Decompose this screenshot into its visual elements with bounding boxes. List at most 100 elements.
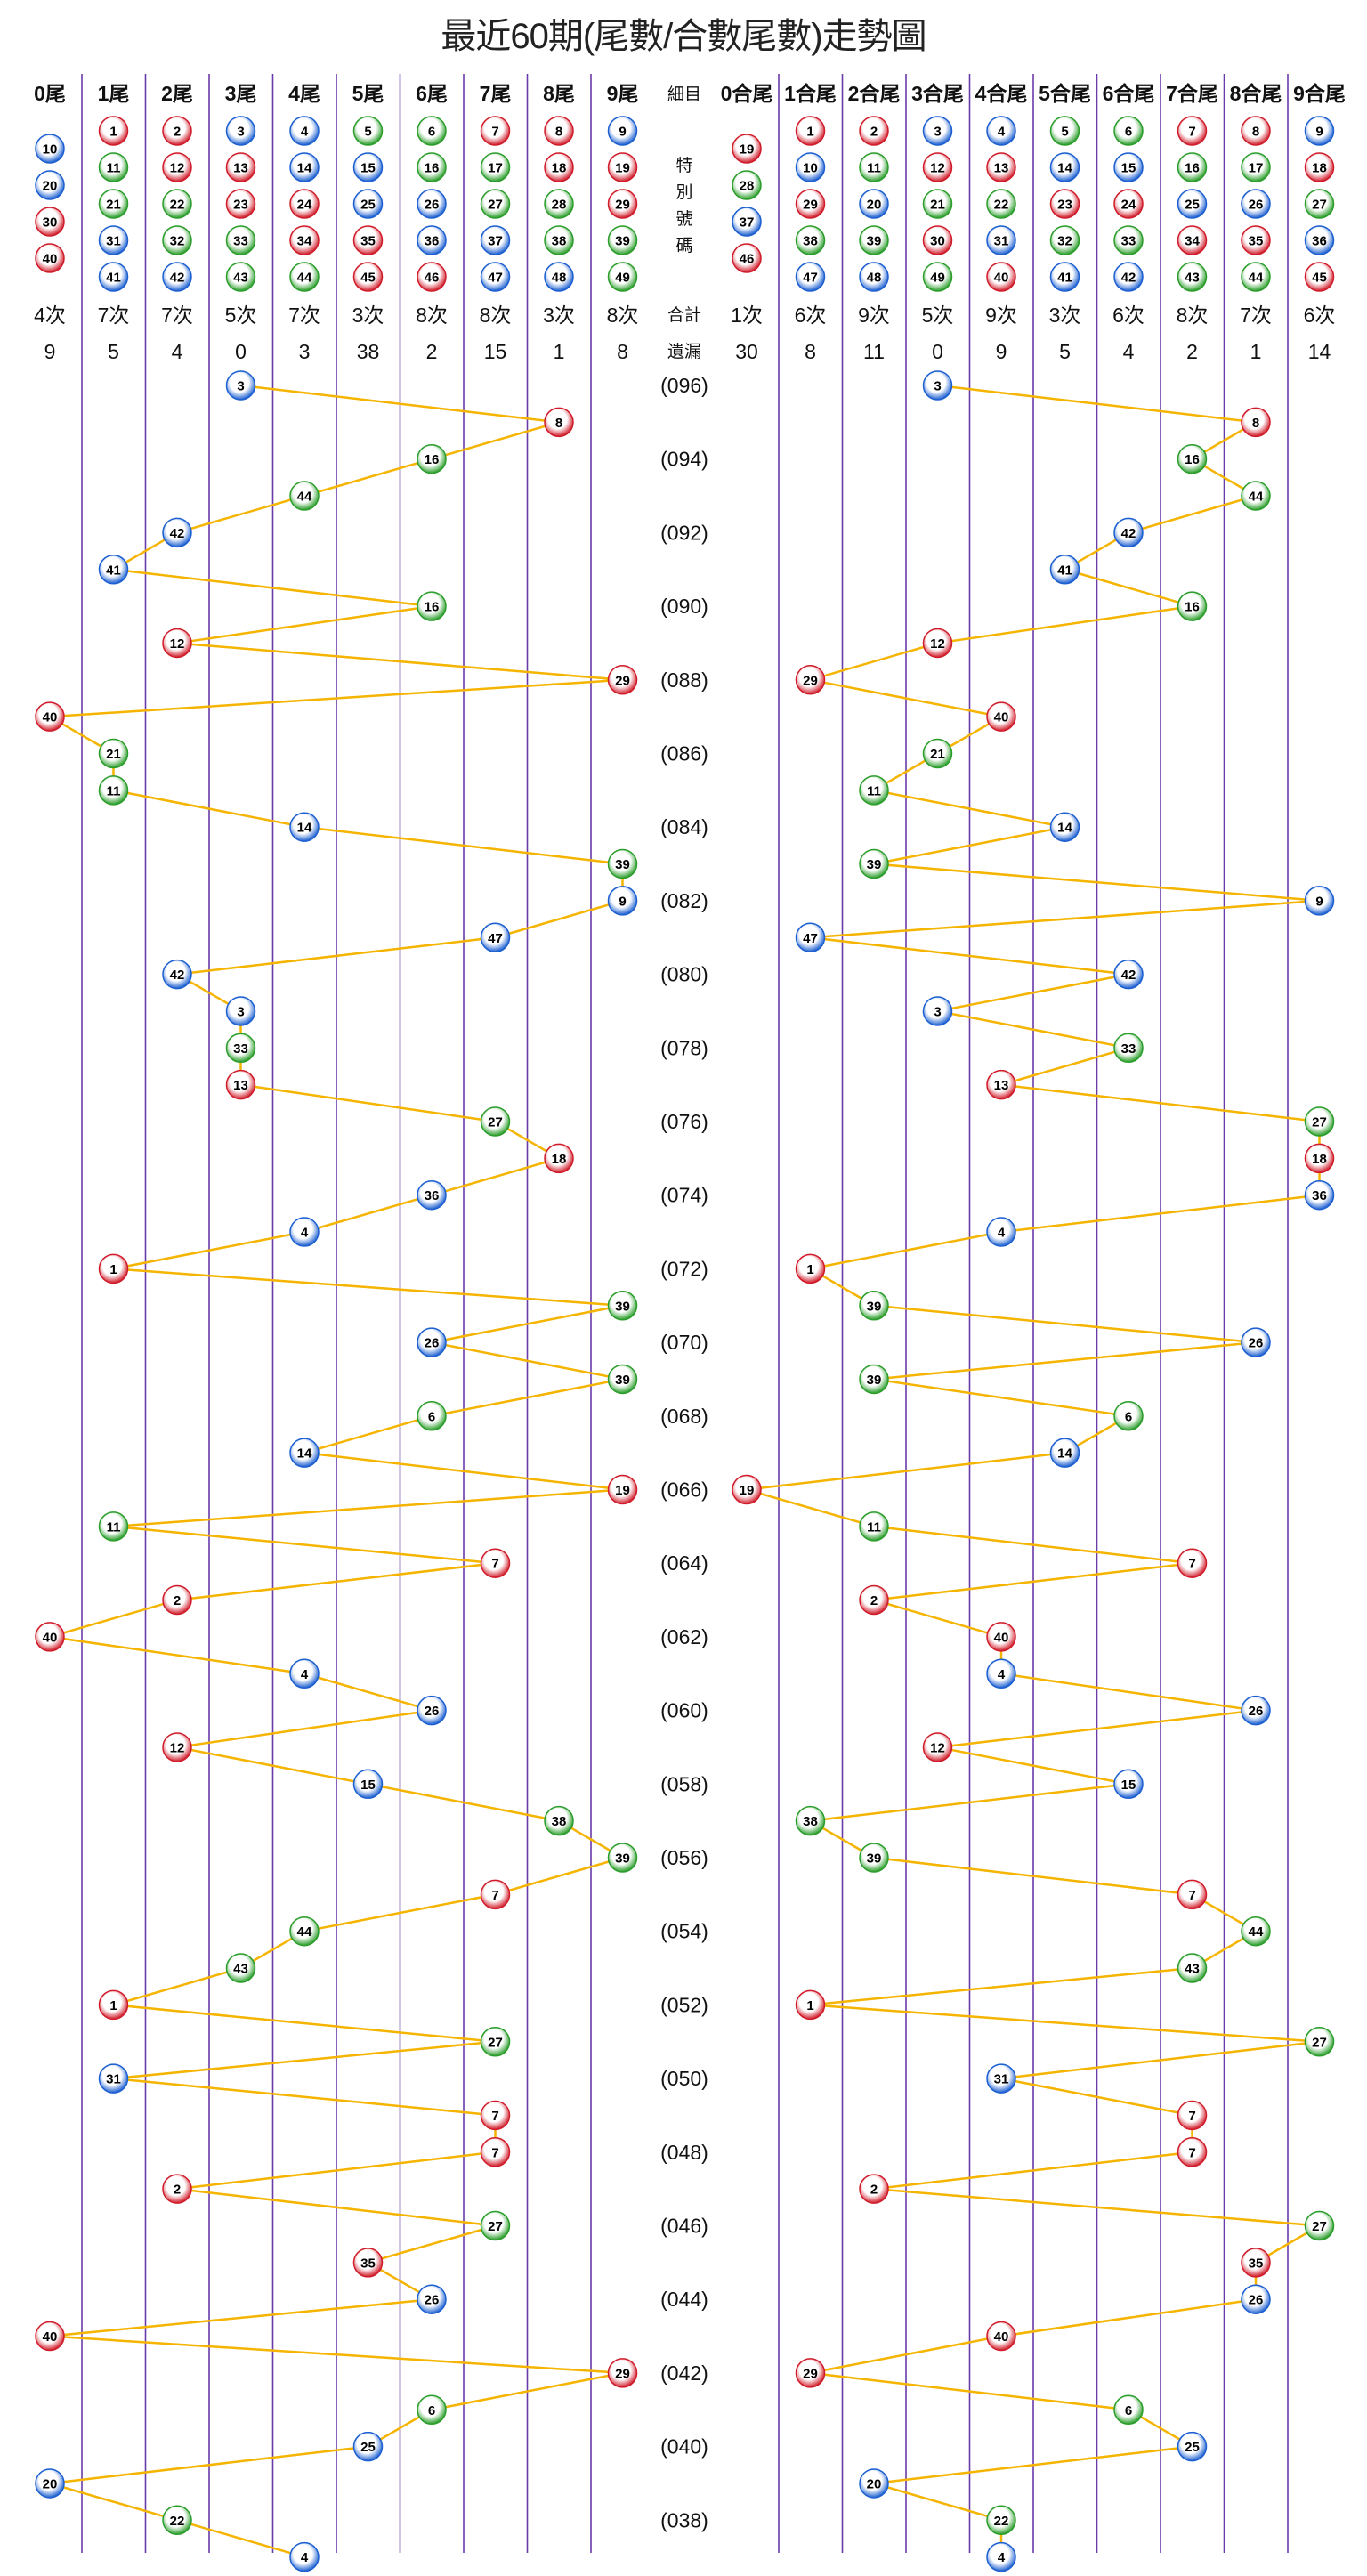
sum-tail-point: 3 (922, 370, 953, 401)
header-ball: 7 (1177, 116, 1208, 146)
tail-point: 14 (289, 812, 320, 842)
period-label: (076) (660, 1110, 708, 1133)
sum-tail-trend-segment (810, 642, 938, 682)
ball-number: 8 (1252, 125, 1259, 140)
ball-number: 42 (170, 271, 185, 286)
ball-number: 4 (301, 125, 309, 140)
ball-red-icon (225, 152, 256, 182)
ball-green-icon (1241, 481, 1271, 511)
ball-number: 6 (1125, 125, 1132, 140)
tail-trend-segment (495, 899, 623, 939)
count-cell: 9次 (858, 304, 890, 327)
period-label: (080) (660, 963, 708, 986)
ball-number: 28 (740, 179, 755, 194)
tail-point: 4 (289, 2541, 320, 2572)
ball-green-icon (162, 225, 192, 255)
ball-number: 21 (106, 198, 121, 213)
ball-number: 47 (803, 271, 818, 286)
tail-trend-segment (113, 2040, 496, 2080)
ball-red-icon (1177, 225, 1208, 255)
period-label: (070) (660, 1331, 708, 1354)
column-header: 7尾 (480, 82, 512, 105)
ball-blue-icon (289, 812, 320, 842)
sum-tail-point: 26 (1241, 2284, 1271, 2314)
ball-green-icon (98, 775, 129, 806)
ball-blue-icon (922, 996, 953, 1026)
header-ball: 33 (225, 225, 256, 255)
header-ball: 49 (607, 262, 638, 292)
ball-blue-icon (1241, 189, 1271, 219)
header-ball: 6 (417, 116, 447, 146)
ball-blue-icon (859, 262, 889, 292)
ball-number: 22 (170, 2514, 185, 2529)
ball-number: 26 (1249, 2293, 1264, 2308)
ball-number: 3 (934, 125, 941, 140)
ball-blue-icon (986, 2541, 1016, 2572)
ball-green-icon (1177, 1953, 1208, 1983)
ball-red-icon (1304, 152, 1335, 182)
ball-green-icon (1304, 2027, 1335, 2057)
sum-tail-point: 12 (922, 1732, 953, 1762)
header-ball: 34 (1177, 225, 1208, 255)
ball-number: 1 (806, 125, 813, 140)
tail-trend-segment (176, 494, 305, 534)
ball-red-icon (986, 1069, 1016, 1100)
tail-point: 38 (544, 1805, 574, 1836)
ball-red-icon (607, 152, 638, 182)
ball-green-icon (922, 738, 953, 769)
header-ball: 35 (352, 225, 384, 255)
ball-number: 1 (806, 1998, 813, 2013)
special-number-label: 特 (675, 156, 692, 175)
ball-blue-icon (859, 2468, 889, 2499)
ball-number: 3 (934, 1004, 941, 1019)
ball-red-icon (352, 225, 384, 255)
ball-red-icon (480, 116, 511, 146)
header-ball: 19 (607, 152, 638, 182)
tail-trend-segment (303, 1673, 433, 1712)
ball-blue-icon (417, 189, 447, 219)
column-header: 1合尾 (784, 82, 837, 105)
sum-tail-trend-segment (1064, 568, 1193, 608)
ball-red-icon (922, 152, 953, 182)
ball-red-icon (607, 1474, 638, 1505)
header-ball: 42 (1113, 262, 1144, 292)
header-ball: 46 (732, 243, 762, 273)
tail-trend-segment (431, 2371, 623, 2411)
header-ball: 21 (922, 189, 953, 219)
header-ball: 37 (732, 207, 762, 237)
ball-number: 32 (1057, 234, 1072, 249)
ball-blue-icon (1241, 1327, 1271, 1357)
ball-number: 27 (1312, 198, 1327, 213)
sum-tail-point: 39 (859, 1291, 889, 1321)
ball-red-icon (98, 1989, 129, 2021)
ball-blue-icon (98, 2063, 129, 2094)
ball-number: 43 (1185, 1962, 1200, 1977)
ball-number: 46 (425, 271, 440, 286)
ball-green-icon (859, 1511, 889, 1542)
ball-blue-icon (795, 922, 826, 952)
ball-blue-icon (225, 996, 256, 1026)
ball-red-icon (607, 189, 638, 219)
tail-point: 20 (35, 2468, 65, 2499)
ball-number: 17 (1249, 161, 1264, 176)
sum-tail-point: 27 (1304, 2027, 1335, 2057)
missing-cell: 2 (426, 340, 438, 363)
sum-tail-point: 27 (1304, 1106, 1335, 1137)
ball-blue-icon (225, 116, 256, 146)
tail-point: 42 (162, 959, 192, 990)
header-ball: 32 (1049, 225, 1080, 255)
ball-number: 6 (428, 125, 435, 140)
sum-tail-point: 29 (795, 665, 826, 695)
ball-blue-icon (607, 116, 638, 146)
ball-green-icon (162, 2505, 192, 2536)
sum-tail-point: 8 (1241, 407, 1271, 438)
tail-point: 39 (607, 848, 638, 879)
missing-cell: 1 (1250, 340, 1262, 363)
tail-point: 18 (544, 1143, 574, 1174)
sum-tail-trend-segment (937, 1746, 1129, 1786)
ball-green-icon (1241, 1916, 1271, 1947)
ball-blue-icon (732, 207, 762, 237)
header-ball: 38 (544, 225, 574, 255)
ball-red-icon (795, 1253, 826, 1284)
ball-red-icon (417, 262, 447, 292)
